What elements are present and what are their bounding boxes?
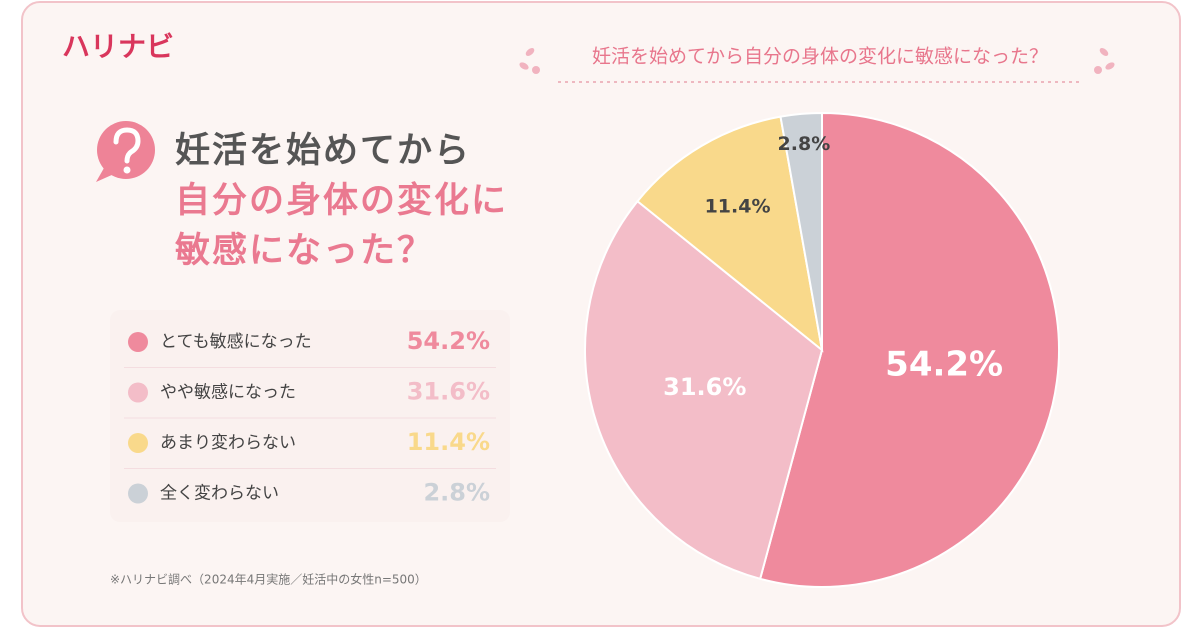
pie-slice bbox=[779, 111, 823, 351]
legend-swatch bbox=[128, 483, 148, 504]
header-title: 妊活を始めてから自分の身体の変化に敏感になった？ bbox=[592, 46, 1048, 68]
pie-slice bbox=[584, 199, 824, 581]
legend-value: 11.4% bbox=[407, 428, 490, 456]
slice-label: 31.6% bbox=[663, 373, 746, 401]
legend-value: 54.2% bbox=[407, 327, 490, 355]
slice-label: 11.4% bbox=[705, 196, 771, 218]
legend-label: とても敏感になった bbox=[160, 332, 312, 352]
footnote: ※ハリナビ調べ（2024年4月実施／妊活中の女性n=500） bbox=[110, 572, 427, 587]
question-line: 敏感になった？ bbox=[175, 231, 434, 271]
legend-label: あまり変わらない bbox=[160, 433, 296, 453]
legend-label: やや敏感になった bbox=[160, 383, 296, 403]
question-icon bbox=[96, 121, 155, 182]
flower-left bbox=[519, 48, 540, 74]
pie-slice bbox=[636, 115, 824, 353]
slice-label: 54.2% bbox=[885, 345, 1003, 385]
legend-value: 2.8% bbox=[423, 479, 490, 507]
slice-label: 2.8% bbox=[778, 133, 831, 155]
legend-swatch bbox=[128, 433, 148, 453]
pie-slice bbox=[758, 111, 1061, 588]
brand: ハリナビ bbox=[62, 30, 174, 63]
legend-value: 31.6% bbox=[407, 378, 490, 406]
legend-label: 全く変わらない bbox=[160, 484, 279, 504]
flower-right bbox=[1094, 48, 1115, 74]
question-line: 自分の身体の変化に bbox=[175, 180, 508, 221]
legend-swatch bbox=[128, 332, 148, 352]
question-line: 妊活を始めてから bbox=[175, 131, 471, 171]
legend-swatch bbox=[128, 382, 148, 403]
